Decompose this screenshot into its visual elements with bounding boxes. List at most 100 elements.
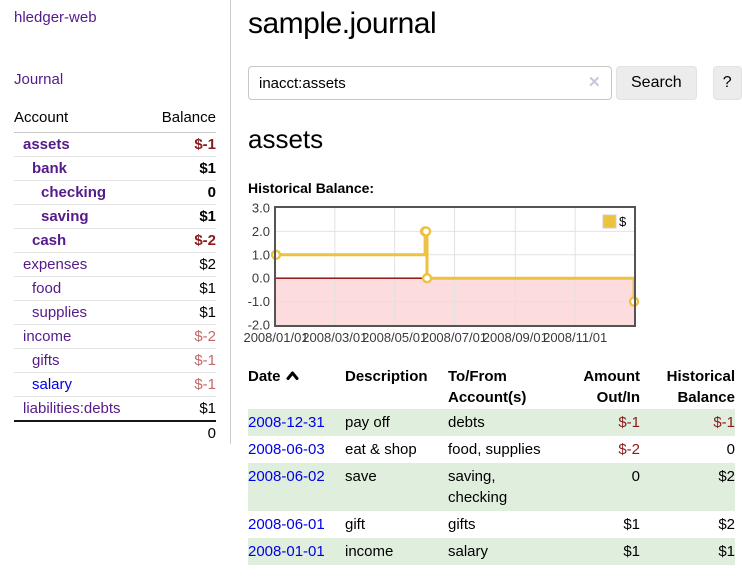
register-accounts: food, supplies <box>448 441 541 458</box>
x-axis-tick-label: 2008/11/01 <box>543 330 607 345</box>
register-date-cell: 2008-06-03 <box>248 436 345 463</box>
sidebar-account-link[interactable]: salary <box>32 376 73 393</box>
accounts-header-row: Account Balance <box>14 109 216 133</box>
sidebar-account-link[interactable]: saving <box>41 208 89 225</box>
register-amount: $1 <box>623 516 640 533</box>
data-point-marker <box>420 226 432 237</box>
account-name-cell: income <box>14 324 148 349</box>
register-date-cell: 2008-06-02 <box>248 463 345 511</box>
brand-link[interactable]: hledger-web <box>14 9 97 26</box>
sidebar-account-link[interactable]: cash <box>32 232 67 249</box>
y-axis-tick-label: 2.0 <box>252 224 270 239</box>
account-name-cell: assets <box>14 133 148 157</box>
sidebar-account-row: income $-2 <box>14 324 216 349</box>
register-accounts: debts <box>448 414 485 431</box>
register-description: income <box>345 543 394 560</box>
account-balance: $-2 <box>147 228 216 253</box>
sidebar-account-row: salary $-1 <box>14 372 216 397</box>
accounts-total-row: 0 <box>14 420 216 445</box>
sidebar-account-row: cash $-2 <box>14 228 216 253</box>
account-name-cell: bank <box>14 156 148 181</box>
register-date-cell: 2008-01-01 <box>248 538 345 565</box>
search-input[interactable] <box>248 66 612 100</box>
register-description: gift <box>345 516 366 533</box>
register-balance: 0 <box>726 441 735 458</box>
sidebar-item-journal[interactable]: Journal <box>14 71 64 88</box>
brand: hledger-web <box>14 9 216 26</box>
main-content: sample.journal ✕ Search ? assets Histori… <box>243 0 742 565</box>
register-date-cell: 2008-12-31 <box>248 409 345 436</box>
chart-canvas: 3.0 2.0 1.0 0.0 -1.0 -2.02008/01/012008/03/01… <box>243 201 640 345</box>
accounts-header-account: Account <box>14 109 148 133</box>
account-name-cell: salary <box>14 372 148 397</box>
help-button[interactable]: ? <box>712 66 742 100</box>
register-amount: $1 <box>623 543 640 560</box>
account-balance: $2 <box>147 252 216 277</box>
sidebar-account-link[interactable]: gifts <box>32 352 60 369</box>
transaction-date-link[interactable]: 2008-06-02 <box>248 468 325 485</box>
account-title: assets <box>248 124 324 154</box>
register-description: save <box>345 468 377 485</box>
transaction-date-link[interactable]: 2008-06-01 <box>248 516 325 533</box>
account-name-cell: gifts <box>14 348 148 373</box>
sidebar-account-link[interactable]: supplies <box>32 304 88 321</box>
sidebar-nav: Journal <box>14 71 216 88</box>
register-row: 2008-12-31 pay off debts $-1 $-1 <box>248 409 735 436</box>
account-name-cell: cash <box>14 228 148 253</box>
account-balance: $1 <box>147 300 216 325</box>
account-balance: $-1 <box>147 348 216 373</box>
register-table: Date Description To/From Account(s) Amou… <box>248 365 735 565</box>
search-button[interactable]: Search <box>616 66 697 100</box>
account-name-cell: checking <box>14 180 148 205</box>
legend-swatch <box>602 214 617 229</box>
sidebar-account-link[interactable]: food <box>32 280 62 297</box>
sidebar-account-link[interactable]: expenses <box>23 256 88 273</box>
sidebar-account-link[interactable]: liabilities:debts <box>23 400 121 417</box>
page-title: sample.journal <box>248 7 437 40</box>
register-amount: $-2 <box>618 441 640 458</box>
register-header-date[interactable]: Date <box>248 365 345 409</box>
x-axis-tick-label: 2008/01/01 <box>243 330 308 345</box>
transaction-date-link[interactable]: 2008-06-03 <box>248 441 325 458</box>
transaction-date-link[interactable]: 2008-01-01 <box>248 543 325 560</box>
x-axis-tick-label: 2008/03/01 <box>302 330 367 345</box>
register-balance: $1 <box>718 543 735 560</box>
register-balance: $2 <box>718 468 735 485</box>
account-balance: $1 <box>147 396 216 421</box>
register-accounts: salary <box>448 543 489 560</box>
sidebar-account-row: checking 0 <box>14 180 216 205</box>
account-balance: 0 <box>147 180 216 205</box>
account-balance: $1 <box>147 156 216 181</box>
register-accounts: saving, checking <box>448 468 508 506</box>
y-axis-tick-label: 1.0 <box>252 247 270 262</box>
transaction-date-link[interactable]: 2008-12-31 <box>248 414 325 431</box>
register-header-description: Description <box>345 368 428 385</box>
accounts-total-value: 0 <box>147 420 216 445</box>
register-header-row: Date Description To/From Account(s) Amou… <box>248 365 735 409</box>
x-axis-tick-label: 2008/05/01 <box>362 330 427 345</box>
accounts-header-balance: Balance <box>147 109 216 133</box>
accounts-table: Account Balance assets $-1 bank $1 checking 0… <box>14 109 216 445</box>
data-point-marker <box>421 272 433 284</box>
y-axis-tick-label: -2.0 <box>248 318 270 333</box>
register-balance: $-1 <box>713 414 735 431</box>
clear-search-icon[interactable]: ✕ <box>588 74 601 91</box>
account-name-cell: supplies <box>14 300 148 325</box>
register-amount: $-1 <box>618 414 640 431</box>
register-date-cell: 2008-06-01 <box>248 511 345 538</box>
register-row: 2008-06-01 gift gifts $1 $2 <box>248 511 735 538</box>
sidebar-account-link[interactable]: checking <box>41 184 107 201</box>
sidebar-account-row: saving $1 <box>14 204 216 229</box>
register-description: eat & shop <box>345 441 417 458</box>
sidebar-account-link[interactable]: assets <box>23 136 70 153</box>
account-balance: $1 <box>147 204 216 229</box>
register-row: 2008-01-01 income salary $1 $1 <box>248 538 735 565</box>
account-name-cell: expenses <box>14 252 148 277</box>
sidebar-account-row: gifts $-1 <box>14 348 216 373</box>
sidebar-account-link[interactable]: income <box>23 328 72 345</box>
account-balance: $-1 <box>147 372 216 397</box>
sidebar-account-link[interactable]: bank <box>32 160 68 177</box>
sidebar-account-row: assets $-1 <box>14 133 216 157</box>
x-axis-tick-label: 2008/07/01 <box>422 330 487 345</box>
